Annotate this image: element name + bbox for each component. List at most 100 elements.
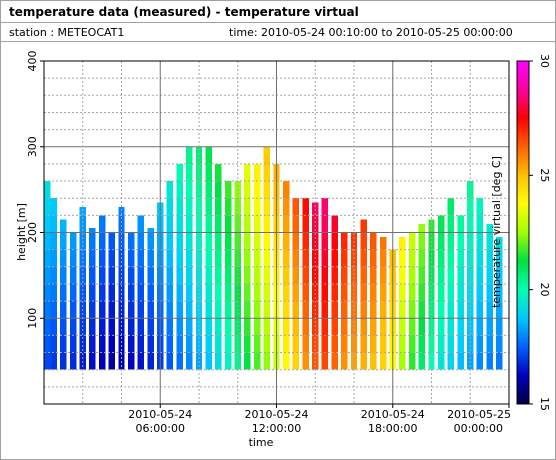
heatmap-cell [486, 249, 493, 267]
heatmap-cell [195, 215, 203, 233]
heatmap-cell [263, 198, 271, 216]
heatmap-cell [447, 215, 455, 233]
heatmap-cell [60, 335, 67, 353]
heatmap-cell [302, 266, 309, 284]
colorbar-label: temperature virtual [deg C] [490, 156, 503, 308]
heatmap-cell [302, 283, 309, 302]
heatmap-cell [69, 335, 77, 353]
heatmap-cell [437, 283, 445, 302]
heatmap-cell [50, 249, 57, 267]
heatmap-cell [137, 232, 145, 250]
heatmap-cell [108, 352, 116, 370]
heatmap-cell [137, 352, 145, 370]
heatmap-cell [350, 283, 358, 302]
time-range-label: time: 2010-05-24 00:10:00 to 2010-05-25 … [229, 26, 513, 39]
heatmap-cell [79, 335, 86, 353]
heatmap-cell [408, 266, 416, 284]
heatmap-cell [447, 198, 455, 216]
heatmap-cell [147, 301, 154, 319]
heatmap-cell [457, 352, 464, 370]
heatmap-cell [108, 232, 116, 250]
heatmap-cell [437, 266, 445, 284]
heatmap-cell [282, 249, 290, 267]
heatmap-cell [437, 249, 445, 267]
heatmap-cell [408, 352, 416, 370]
heatmap-cell [176, 318, 183, 336]
heatmap-cell [176, 335, 183, 353]
heatmap-cell [263, 283, 271, 302]
heatmap-cell [205, 335, 212, 353]
colorbar [516, 60, 530, 405]
heatmap-cell [331, 283, 338, 302]
heatmap-cell [44, 181, 51, 199]
heatmap-cell [447, 249, 455, 267]
heatmap-cell [195, 146, 203, 164]
heatmap-cell [263, 301, 271, 319]
heatmap-cell [205, 232, 212, 250]
heatmap-cell [379, 335, 387, 353]
heatmap-cell [321, 318, 329, 336]
heatmap-cell [166, 318, 174, 336]
heatmap-cell [370, 318, 377, 336]
heatmap-cell [234, 266, 241, 284]
heatmap-cell [379, 249, 387, 267]
heatmap-cell [476, 215, 484, 233]
heatmap-cell [331, 249, 338, 267]
heatmap-cell [69, 318, 77, 336]
x-tick-date: 2010-05-25 [447, 408, 511, 421]
heatmap-cell [418, 223, 426, 233]
heatmap-cell [360, 219, 367, 233]
heatmap-cell [370, 335, 377, 353]
heatmap-cell [69, 283, 77, 302]
grid-lines [44, 61, 509, 404]
heatmap-cell [176, 232, 183, 250]
heatmap-cell [244, 318, 251, 336]
heatmap-cell [50, 283, 57, 302]
heatmap-cell [215, 283, 222, 302]
heatmap-cell [108, 318, 116, 336]
heatmap-cell [44, 198, 51, 216]
heatmap-cell [98, 335, 106, 353]
heatmap-cell [379, 352, 387, 370]
heatmap-cell [418, 266, 426, 284]
heatmap-cell [186, 163, 193, 182]
heatmap-cell [176, 215, 183, 233]
heatmap-cell [476, 249, 484, 267]
heatmap-cell [447, 335, 455, 353]
x-tick-time: 12:00:00 [252, 422, 301, 435]
heatmap-cell [302, 215, 309, 233]
heatmap-cell [98, 318, 106, 336]
heatmap-cell [476, 318, 484, 336]
heatmap-cell [215, 215, 222, 233]
heatmap-cell [108, 283, 116, 302]
heatmap-cell [224, 318, 232, 336]
heatmap-cell [224, 198, 232, 216]
heatmap-cell [127, 249, 135, 267]
colorbar-ticks: 15 20 25 30 [529, 54, 551, 411]
heatmap-cell [496, 236, 503, 250]
heatmap-cell [224, 232, 232, 250]
heatmap-cell [486, 335, 493, 353]
heatmap-cell [253, 215, 261, 233]
heatmap-cell [50, 198, 57, 216]
heatmap-cell [360, 283, 367, 302]
heatmap-cell [137, 283, 145, 302]
heatmap-cell [44, 301, 51, 319]
heatmap-cell [282, 352, 290, 370]
heatmap-cell [44, 266, 51, 284]
heatmap-cell [205, 266, 212, 284]
heatmap-cell [166, 266, 174, 284]
heatmap-cell [302, 249, 309, 267]
heatmap-cell [282, 198, 290, 216]
heatmap-cell [50, 335, 57, 353]
heatmap-cell [312, 215, 319, 233]
heatmap-cell [486, 266, 493, 284]
heatmap-cell [360, 318, 367, 336]
heatmap-cell [205, 249, 212, 267]
heatmap-cell [302, 318, 309, 336]
heatmap-cell [312, 266, 319, 284]
heatmap-cell [137, 215, 145, 233]
heatmap-cell [224, 352, 232, 370]
heatmap-cell [244, 266, 251, 284]
heatmap-cell [69, 352, 77, 370]
